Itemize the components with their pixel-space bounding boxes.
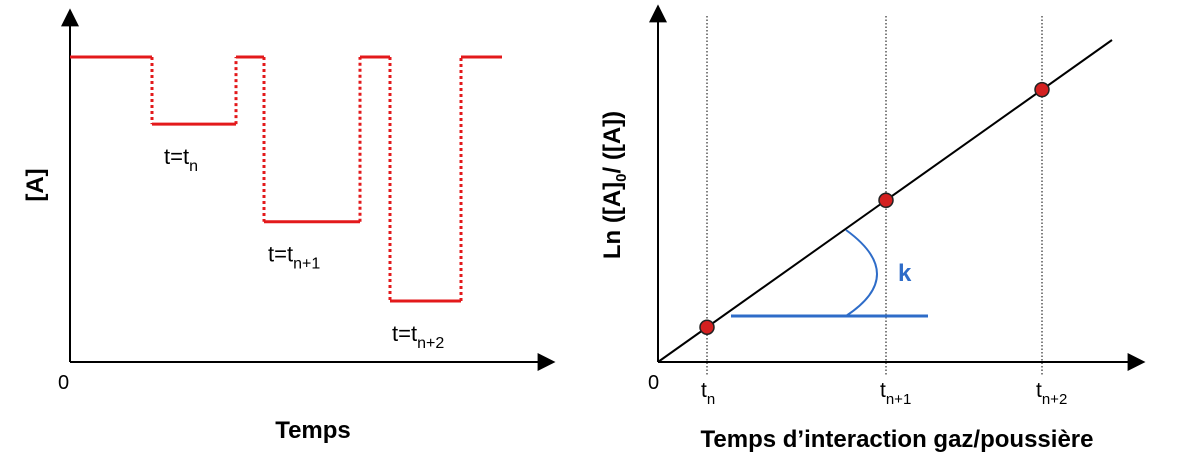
- right-y-label-part2: / ([A]): [599, 111, 626, 174]
- x-tick-label-3: tn+2: [1036, 379, 1067, 408]
- right-data-points: [699, 81, 1050, 335]
- x-tick-base: t: [880, 379, 886, 402]
- right-y-label-subscript: 0: [613, 174, 630, 182]
- slope-label: k: [898, 260, 912, 287]
- level-label-subscript: n+1: [293, 256, 320, 273]
- level-label-subscript: n+2: [417, 335, 444, 352]
- right-y-axis-label: Ln ([A]0/ ([A]): [599, 111, 630, 259]
- x-tick-label-2: tn+1: [880, 379, 911, 408]
- level-label-base: t=t: [268, 242, 293, 267]
- right-origin-label: 0: [648, 372, 659, 394]
- right-x-tick-labels: tn tn+1 tn+2: [701, 379, 1067, 408]
- right-y-label-part1: Ln ([A]: [599, 182, 626, 259]
- left-chart: 0 Temps [A] t=tnt=tn+1t=tn+2: [22, 8, 556, 444]
- left-y-axis-label: [A]: [22, 168, 49, 201]
- level-label-subscript: n: [189, 158, 198, 175]
- level-label-1: t=tn: [164, 144, 198, 175]
- right-x-axis-label: Temps d’interaction gaz/poussière: [701, 426, 1094, 453]
- x-tick-base: t: [1036, 379, 1042, 402]
- x-tick-label-1: tn: [701, 379, 715, 408]
- level-label-base: t=t: [392, 321, 417, 346]
- level-label-base: t=t: [164, 144, 189, 169]
- data-point-1: [699, 319, 715, 335]
- x-tick-base: t: [701, 379, 707, 402]
- left-concentration-series: [70, 55, 502, 303]
- slope-angle-arc: [845, 229, 878, 317]
- data-point-2: [878, 192, 894, 209]
- right-chart: 0 Temps d’interaction gaz/poussière Ln (…: [599, 4, 1146, 453]
- data-point-3: [1034, 81, 1050, 98]
- level-label-2: t=tn+1: [268, 242, 320, 273]
- left-x-axis-label: Temps: [275, 417, 351, 444]
- left-level-labels: t=tnt=tn+1t=tn+2: [164, 144, 444, 352]
- left-origin-label: 0: [58, 372, 69, 394]
- x-tick-subscript: n+1: [886, 391, 911, 408]
- level-label-3: t=tn+2: [392, 321, 444, 352]
- x-tick-subscript: n+2: [1042, 391, 1067, 408]
- right-vertical-gridlines: [706, 16, 1043, 375]
- x-tick-subscript: n: [707, 391, 715, 408]
